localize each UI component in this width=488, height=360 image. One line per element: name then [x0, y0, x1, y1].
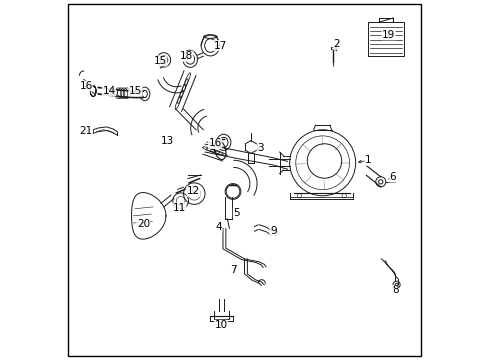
Text: 1: 1	[364, 155, 371, 165]
Text: 3: 3	[257, 143, 264, 153]
Text: 7: 7	[229, 265, 236, 275]
Text: 12: 12	[186, 186, 200, 197]
Text: 19: 19	[381, 30, 394, 40]
Text: 18: 18	[180, 51, 193, 61]
Text: 13: 13	[161, 136, 174, 146]
Text: 16: 16	[208, 139, 221, 148]
Text: 9: 9	[269, 226, 276, 236]
Text: 16: 16	[79, 81, 92, 91]
Text: 10: 10	[214, 320, 227, 330]
Text: 17: 17	[213, 41, 226, 50]
Text: 14: 14	[102, 86, 115, 96]
Text: 2: 2	[332, 40, 339, 49]
Text: 5: 5	[233, 208, 240, 218]
Text: 15: 15	[153, 56, 166, 66]
Bar	[367, 22, 403, 56]
Text: 4: 4	[215, 222, 222, 232]
Text: 20: 20	[137, 219, 150, 229]
Text: 15: 15	[129, 86, 142, 96]
Text: 6: 6	[388, 172, 395, 182]
Text: 21: 21	[79, 126, 92, 135]
Text: 8: 8	[391, 285, 398, 296]
Text: 11: 11	[172, 203, 185, 213]
